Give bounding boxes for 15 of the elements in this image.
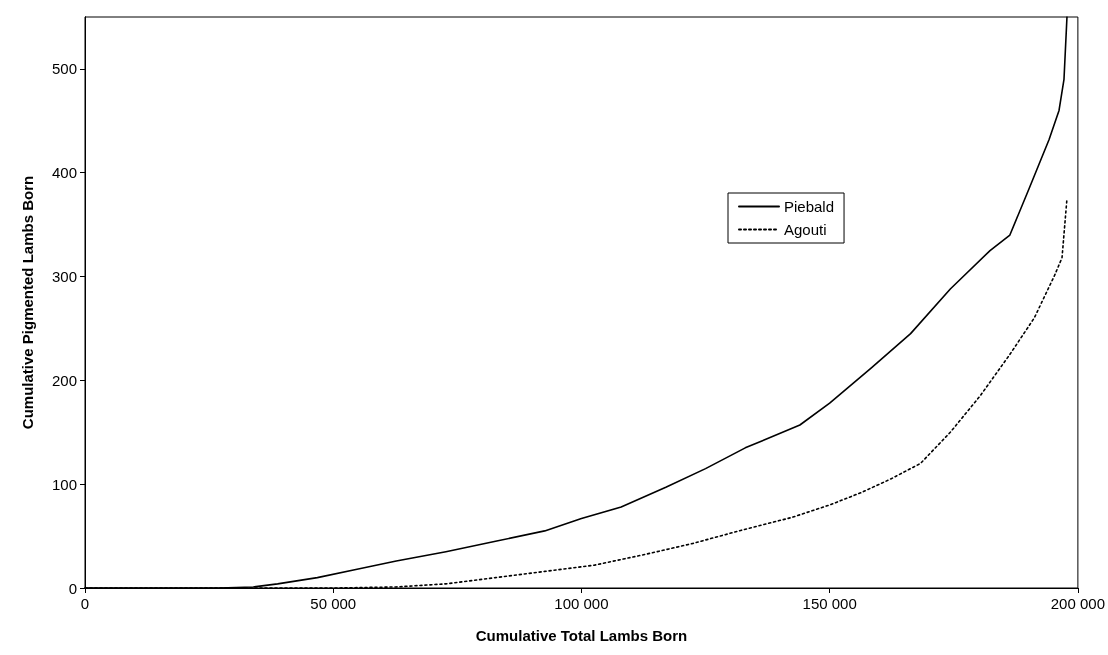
y-tick-label: 500: [51, 60, 77, 78]
x-tick-label: 100 000: [554, 595, 609, 612]
x-tick-label: 200 000: [1050, 595, 1106, 612]
x-axis-title: Cumulative Total Lambs Born: [475, 627, 688, 644]
y-axis-title: Cumulative Pigmented Lambs Born: [19, 175, 36, 430]
legend-label: Piebald: [784, 198, 835, 215]
x-tick-label: 0: [80, 595, 90, 612]
legend-label: Agouti: [784, 221, 827, 238]
y-tick-label: 200: [51, 371, 77, 389]
y-tick-label: 300: [51, 268, 77, 286]
x-tick-label: 50 000: [310, 595, 357, 612]
x-tick-label: 150 000: [802, 595, 857, 612]
y-tick-label: 0: [68, 579, 77, 597]
y-tick-label: 100: [51, 475, 77, 493]
y-tick-label: 400: [51, 164, 77, 182]
